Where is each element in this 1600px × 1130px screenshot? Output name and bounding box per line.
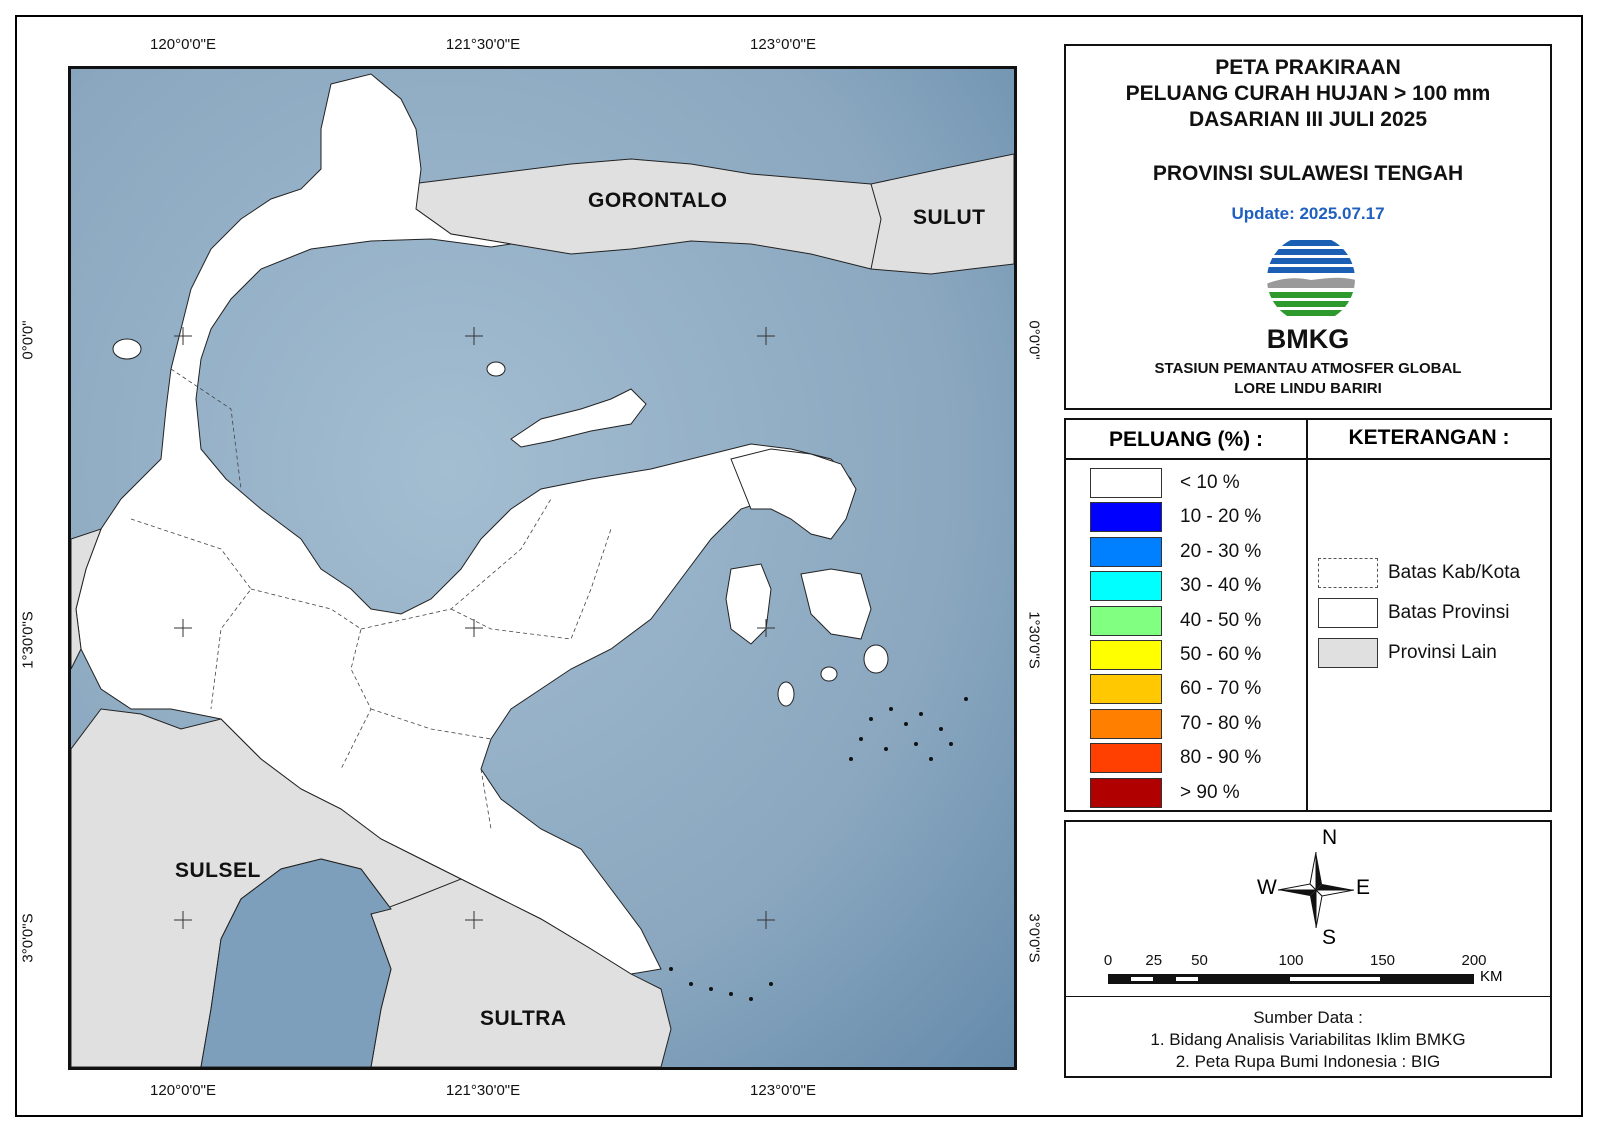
coord-top-120: 120°0'0"E xyxy=(150,36,216,53)
small-island-5 xyxy=(820,666,838,682)
sulut-divider xyxy=(870,183,882,270)
province-title: PROVINSI SULAWESI TENGAH xyxy=(1152,162,1464,185)
label-sultra: SULTRA xyxy=(480,1007,567,1030)
scale-tick-label: 150 xyxy=(1369,952,1396,969)
bmkg-logo-icon xyxy=(1267,235,1355,323)
legend-label: 20 - 30 % xyxy=(1180,540,1262,562)
peleng-island xyxy=(800,568,872,640)
legend-swatch xyxy=(1090,777,1162,808)
coord-top-123: 123°0'0"E xyxy=(750,36,816,53)
station-line-2: LORE LINDU BARIRI xyxy=(1234,380,1382,397)
coord-right-0: 0°0'0" xyxy=(1025,320,1043,360)
coord-left-0: 0°0'0" xyxy=(19,320,37,360)
title-line-2: PELUANG CURAH HUJAN > 100 mm xyxy=(1125,82,1491,105)
scale-bar xyxy=(1108,974,1474,984)
coord-right-3s: 3°0'0"S xyxy=(1025,913,1043,963)
legend-label: 80 - 90 % xyxy=(1180,747,1262,769)
keterangan-swatch xyxy=(1318,598,1378,628)
small-island-3 xyxy=(863,644,889,674)
gulf-of-bone xyxy=(200,858,392,1067)
coord-bottom-123: 123°0'0"E xyxy=(750,1082,816,1099)
station-line-1: STASIUN PEMANTAU ATMOSFER GLOBAL xyxy=(1154,360,1462,377)
source-line-1: 1. Bidang Analisis Variabilitas Iklim BM… xyxy=(1150,1030,1466,1049)
small-island-2 xyxy=(112,338,142,360)
keterangan-label: Batas Kab/Kota xyxy=(1388,562,1521,583)
legend-label: 50 - 60 % xyxy=(1180,644,1262,665)
legend-swatch xyxy=(1090,502,1162,533)
info-divider xyxy=(1066,996,1550,997)
legend-label: 40 - 50 % xyxy=(1180,609,1262,631)
map-frame xyxy=(15,15,1583,1117)
compass-e-label: E xyxy=(1356,876,1371,899)
legend-label: 70 - 80 % xyxy=(1180,712,1262,734)
keterangan-label: Batas Provinsi xyxy=(1388,602,1510,623)
keterangan-title: KETERANGAN : xyxy=(1348,426,1510,449)
label-gorontalo: GORONTALO xyxy=(588,189,728,212)
scale-unit: KM xyxy=(1480,968,1503,985)
label-sulsel: SULSEL xyxy=(175,859,261,882)
source-line-2: 2. Peta Rupa Bumi Indonesia : BIG xyxy=(1175,1052,1441,1071)
compass-s-label: S xyxy=(1322,926,1337,949)
bmkg-name: BMKG xyxy=(1266,324,1350,354)
title-line-1: PETA PRAKIRAAN xyxy=(1215,56,1401,79)
scale-tick-label: 0 xyxy=(1103,952,1113,969)
east-peninsula xyxy=(730,448,857,540)
legend-swatch xyxy=(1090,674,1162,705)
scale-tick-label: 50 xyxy=(1191,952,1208,969)
legend-divider-vertical xyxy=(1306,420,1308,812)
coord-bottom-121-30: 121°30'0"E xyxy=(445,1082,521,1099)
tiny-islands xyxy=(669,697,968,1001)
title-box: PETA PRAKIRAAN PELUANG CURAH HUJAN > 100… xyxy=(1064,44,1552,410)
kab-boundaries xyxy=(130,368,612,830)
legend-swatch xyxy=(1090,708,1162,739)
map-panel xyxy=(68,66,1017,1070)
coord-left-1-30s: 1°30'0"S xyxy=(19,611,37,669)
gorontalo-region xyxy=(410,153,1014,275)
legend-swatch xyxy=(1090,605,1162,636)
scale-tick-label: 200 xyxy=(1461,952,1487,969)
legend-swatch xyxy=(1090,571,1162,602)
small-island-1 xyxy=(486,361,506,377)
legend-label: 60 - 70 % xyxy=(1180,678,1262,700)
legend-swatch xyxy=(1090,536,1162,567)
label-sulut: SULUT xyxy=(913,206,986,229)
info-box: N S W E 0 25 50 100 150 200 KM Sumber Data : … xyxy=(1064,820,1552,1078)
banggai-island xyxy=(725,563,772,645)
scale-tick-label: 100 xyxy=(1278,952,1304,969)
compass-rose-icon xyxy=(1278,852,1354,928)
keterangan-swatch xyxy=(1318,558,1378,588)
compass-w-label: W xyxy=(1257,876,1277,899)
legend-label: 30 - 40 % xyxy=(1180,575,1262,597)
legend-box: PELUANG (%) : KETERANGAN : < 10 % 10 - 20… xyxy=(1064,418,1552,812)
legend-swatch xyxy=(1090,743,1162,774)
update-date: Update: 2025.07.17 xyxy=(1231,204,1385,223)
coord-right-1-30s: 1°30'0"S xyxy=(1025,611,1043,669)
coord-top-121-30: 121°30'0"E xyxy=(445,36,521,53)
title-line-3: DASARIAN III JULI 2025 xyxy=(1188,108,1428,131)
map-svg xyxy=(71,69,1014,1067)
keterangan-swatch xyxy=(1318,638,1378,668)
legend-divider-horizontal xyxy=(1066,458,1550,460)
coord-bottom-120: 120°0'0"E xyxy=(150,1082,216,1099)
legend-label: > 90 % xyxy=(1180,781,1240,803)
legend-swatch xyxy=(1090,468,1162,498)
compass-n-label: N xyxy=(1322,826,1338,849)
legend-label: 10 - 20 % xyxy=(1180,506,1262,528)
scale-tick-label: 25 xyxy=(1145,952,1163,969)
togean-islands xyxy=(510,388,647,448)
legend-label: < 10 % xyxy=(1180,472,1240,493)
coord-left-3s: 3°0'0"S xyxy=(19,913,37,963)
sulsel-west-strip xyxy=(71,528,102,670)
keterangan-label: Provinsi Lain xyxy=(1388,642,1497,663)
source-title: Sumber Data : xyxy=(1253,1008,1363,1027)
small-island-4 xyxy=(777,681,795,707)
graticule-crosses xyxy=(174,327,775,929)
legend-swatch xyxy=(1090,640,1162,670)
peluang-title: PELUANG (%) : xyxy=(1109,428,1263,451)
